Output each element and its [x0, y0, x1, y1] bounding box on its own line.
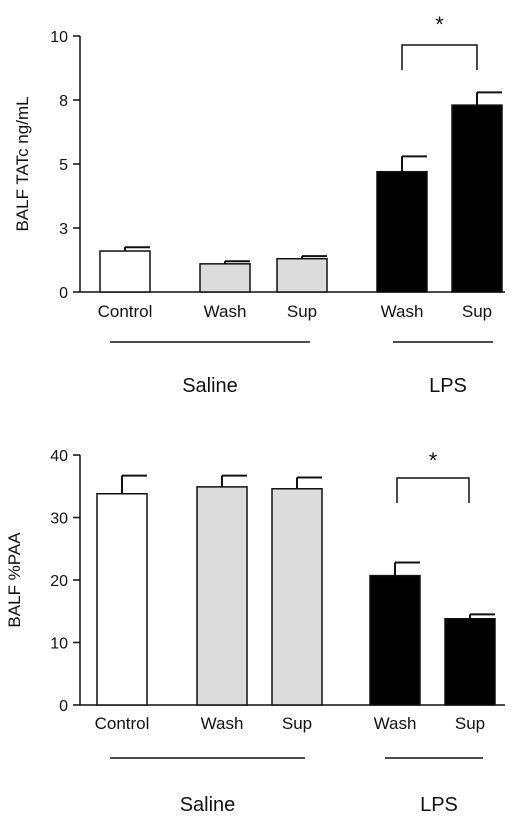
bar: [99, 250, 151, 293]
category-label: Sup: [462, 302, 492, 321]
bar: [369, 574, 421, 706]
significance-bracket: [401, 44, 478, 70]
bar: [376, 170, 428, 293]
category-label: Control: [95, 714, 150, 733]
y-tick-label: 5: [59, 157, 68, 174]
bar: [451, 104, 503, 293]
y-tick-label: 30: [50, 511, 68, 528]
significance-bracket: [396, 477, 470, 503]
y-tick-label: 8: [59, 93, 68, 110]
y-tick-label: 0: [59, 285, 68, 302]
y-tick-label: 0: [59, 698, 68, 715]
y-tick-label: 3: [59, 221, 68, 238]
y-axis-label: BALF %PAA: [5, 532, 24, 628]
group-label-lps: LPS: [420, 794, 458, 816]
y-tick-label: 20: [50, 573, 68, 590]
y-axis-label: BALF TATc ng/mL: [13, 96, 32, 231]
category-label: Sup: [282, 714, 312, 733]
bar: [196, 486, 248, 706]
bar: [276, 257, 328, 293]
category-label: Wash: [381, 302, 424, 321]
category-label: Wash: [374, 714, 417, 733]
bar: [444, 618, 496, 706]
category-label: Sup: [287, 302, 317, 321]
category-label: Control: [98, 302, 153, 321]
bar: [96, 493, 148, 706]
group-label-saline: Saline: [180, 794, 236, 816]
significance-asterisk: *: [435, 12, 444, 37]
group-label-lps: LPS: [429, 375, 467, 397]
significance-asterisk: *: [429, 448, 438, 473]
y-tick-label: 40: [50, 448, 68, 465]
y-tick-label: 10: [50, 636, 68, 653]
bar: [271, 488, 323, 706]
y-tick-label: 10: [50, 29, 68, 46]
category-label: Wash: [201, 714, 244, 733]
category-label: Sup: [455, 714, 485, 733]
category-label: Wash: [204, 302, 247, 321]
group-label-saline: Saline: [182, 375, 238, 397]
bar: [199, 263, 251, 293]
